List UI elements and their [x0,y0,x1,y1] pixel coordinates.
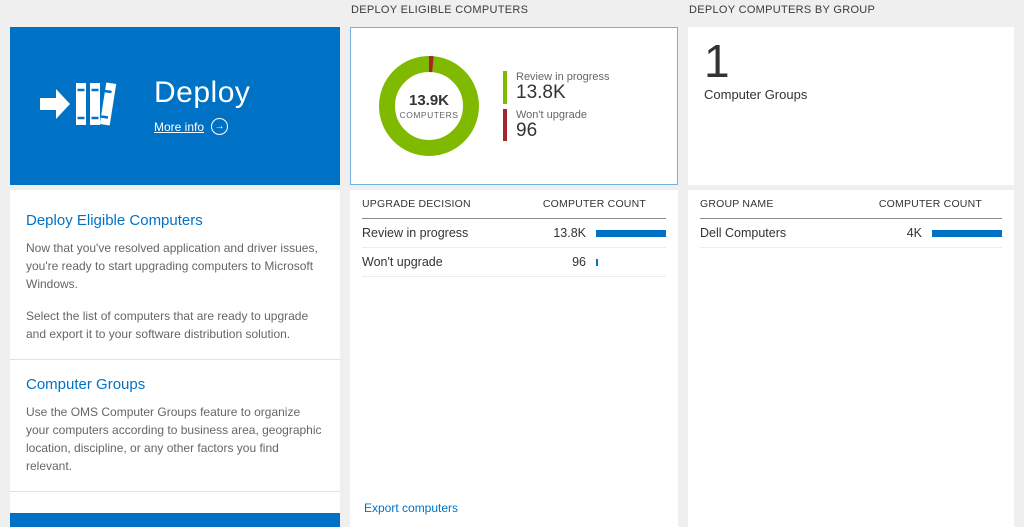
divider [10,491,340,492]
row-bar [596,229,666,237]
donut-legend: Review in progress 13.8K Won't upgrade 9… [503,66,610,147]
more-info-arrow-icon: → [211,118,229,136]
legend-label: Won't upgrade [516,108,588,121]
group-count-label: Computer Groups [704,87,808,103]
export-computers-link[interactable]: Export computers [364,501,459,515]
row-bar-track [596,229,666,237]
legend-swatch-green [503,70,507,104]
column-header-computer-count: COMPUTER COUNT [542,198,646,210]
table-header: GROUP NAME COMPUTER COUNT [700,190,1002,219]
table-row[interactable]: Review in progress 13.8K [362,219,666,248]
table-row[interactable]: Won't upgrade 96 [362,248,666,277]
donut-chart: 13.9K COMPUTERS [377,54,481,158]
section-heading: Computer Groups [26,376,146,393]
row-label: Won't upgrade [362,255,443,269]
section-heading: Deploy Eligible Computers [26,212,203,229]
column-header-group-name: GROUP NAME [700,198,774,210]
table-row[interactable]: Dell Computers 4K [700,219,1002,248]
row-bar-track [932,229,1002,237]
section-paragraph: Use the OMS Computer Groups feature to o… [26,405,322,473]
page-title: Deploy [154,76,251,110]
computers-by-group-column: DEPLOY COMPUTERS BY GROUP 1 Computer Gro… [688,0,1014,527]
section-paragraph: Select the list of computers that are re… [26,309,309,341]
row-bar [932,229,1002,237]
legend-value: 13.8K [516,81,566,103]
row-bar [596,258,598,266]
legend-label: Review in progress [516,70,610,83]
legend-value: 96 [516,119,538,141]
group-count: 1 [704,35,730,87]
deploy-tile[interactable]: Deploy More info → [10,27,340,185]
group-table: GROUP NAME COMPUTER COUNT Dell Computers… [688,190,1014,527]
row-label: Review in progress [362,226,469,240]
more-info-label: More info [154,119,205,134]
eligible-computers-column: DEPLOY ELIGIBLE COMPUTERS 13.9K COMPUTER… [350,0,678,527]
column-header-upgrade-decision: UPGRADE DECISION [362,198,471,210]
column-header-computer-count: COMPUTER COUNT [878,198,982,210]
deploy-icon [40,75,120,138]
upgrade-decision-table: UPGRADE DECISION COMPUTER COUNT Review i… [350,190,678,527]
panel-title-eligible: DEPLOY ELIGIBLE COMPUTERS [351,4,529,16]
computer-groups-card[interactable]: 1 Computer Groups [688,27,1014,185]
row-value: 13.8K [553,226,586,240]
donut-total-label: COMPUTERS [399,110,459,120]
donut-red-arc [379,56,479,156]
table-header: UPGRADE DECISION COMPUTER COUNT [362,190,666,219]
row-value: 96 [572,255,586,269]
row-label: Dell Computers [700,226,787,240]
tile-footer-strip [10,513,340,527]
row-value: 4K [906,226,922,240]
donut-center: 13.9K COMPUTERS [377,54,481,158]
legend-swatch-red [503,108,507,142]
more-info-link[interactable]: More info → [154,118,229,136]
section-computer-groups: Computer Groups Use the OMS Computer Gro… [26,376,324,475]
deploy-column: Deploy More info → Deploy Eligible Compu… [10,0,340,527]
eligible-computers-card[interactable]: 13.9K COMPUTERS Review in progress 13.8K… [350,27,678,185]
row-bar-track [596,258,666,266]
deploy-info-card: Deploy Eligible Computers Now that you'v… [10,190,340,513]
section-deploy-eligible: Deploy Eligible Computers Now that you'v… [26,212,324,343]
section-paragraph: Now that you've resolved application and… [26,241,318,291]
legend-item-wont-upgrade: Won't upgrade 96 [503,108,610,142]
panel-title-groups: DEPLOY COMPUTERS BY GROUP [689,4,876,16]
donut-total-value: 13.9K [408,92,450,109]
legend-item-review: Review in progress 13.8K [503,70,610,104]
divider [10,359,340,360]
deploy-tile-text: Deploy More info → [154,76,250,136]
